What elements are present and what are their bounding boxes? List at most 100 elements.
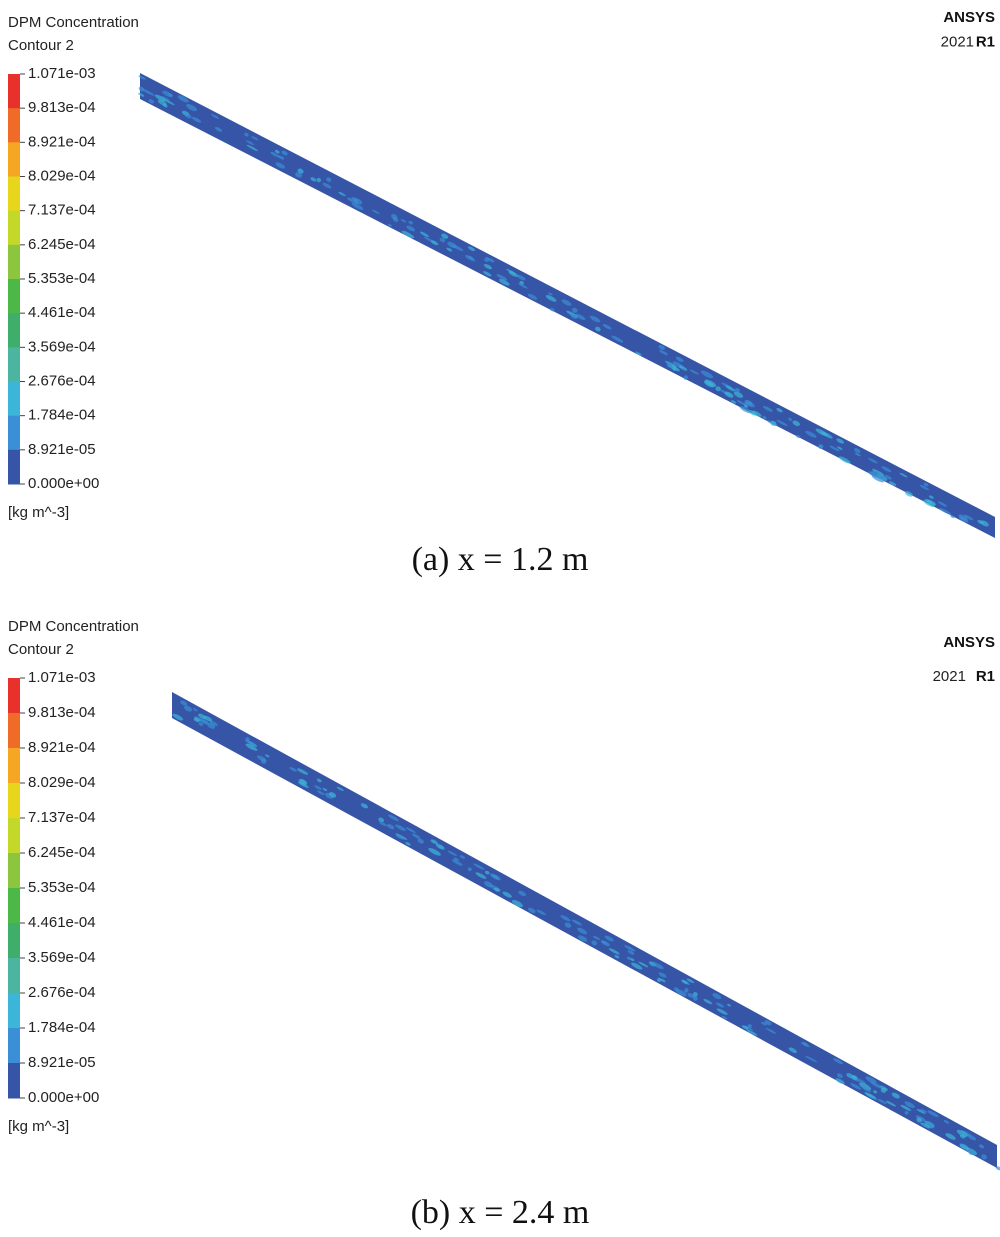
contour-speckle <box>652 962 664 970</box>
legend-swatch <box>8 176 20 212</box>
contour-speckle <box>751 410 762 417</box>
legend-swatch <box>8 748 20 784</box>
contour-speckle <box>937 501 947 507</box>
contour-speckle <box>453 857 459 862</box>
contour-speckle <box>198 713 207 720</box>
contour-speckle <box>978 1144 985 1149</box>
contour-speckle <box>878 474 884 479</box>
contour-speckle <box>703 998 713 1005</box>
contour-speckle <box>836 438 845 444</box>
contour-speckle <box>666 362 673 368</box>
contour-speckle <box>675 356 684 363</box>
contour-speckle <box>518 890 526 897</box>
contour-speckle <box>326 177 332 182</box>
contour-speckle <box>712 993 722 1000</box>
contour-speckle <box>186 104 198 112</box>
contour-speckle <box>138 75 146 80</box>
contour-speckle <box>260 758 267 764</box>
legend-swatch <box>8 783 20 819</box>
contour-speckle <box>475 872 487 879</box>
contour-speckle <box>490 873 501 881</box>
contour-speckle <box>295 172 303 178</box>
legend-label: 7.137e-04 <box>28 202 96 219</box>
contour-speckle <box>465 255 476 262</box>
contour-speckle <box>602 324 612 330</box>
contour-speckle <box>592 935 601 941</box>
contour-speckle <box>298 778 308 786</box>
contour-speckle <box>681 980 688 985</box>
contour-speckle <box>447 241 457 249</box>
contour-speckle <box>274 149 280 154</box>
contour-speckle <box>430 240 439 246</box>
contour-speckle <box>199 718 209 724</box>
contour-speckle <box>484 256 490 262</box>
contour-speckle <box>923 482 929 487</box>
contour-speckle <box>180 700 188 706</box>
contour-speckle <box>148 99 155 104</box>
contour-speckle <box>861 1086 871 1093</box>
contour-speckle <box>885 1100 897 1107</box>
contour-speckle <box>656 977 662 982</box>
contour-speckle <box>561 299 572 306</box>
contour-speckle <box>401 230 415 239</box>
contour-speckle <box>275 162 286 169</box>
caption: (a) x = 1.2 m <box>412 541 589 578</box>
logo: ANSYS <box>943 9 995 26</box>
contour-speckle <box>608 948 620 955</box>
contour-speckle <box>246 144 259 152</box>
contour-speckle <box>925 498 937 506</box>
unit-label: [kg m^-3] <box>8 1118 69 1135</box>
contour-speckle <box>177 95 189 103</box>
contour-speckle <box>836 1073 843 1079</box>
contour-speckle <box>854 452 861 457</box>
contour-speckle <box>322 182 332 189</box>
contour-speckle <box>251 136 259 141</box>
caption: (b) x = 2.4 m <box>411 1194 590 1231</box>
legend-swatch <box>8 923 20 959</box>
contour-speckle <box>317 790 325 796</box>
contour-speckle <box>207 722 216 729</box>
contour-speckle <box>927 1110 939 1118</box>
contour-speckle <box>351 202 364 210</box>
contour-speckle <box>796 434 801 439</box>
logo-release: R1 <box>976 34 995 51</box>
contour-speckle <box>678 365 688 371</box>
contour-speckle <box>591 940 598 946</box>
contour-speckle <box>392 217 399 222</box>
contour-speckle <box>624 945 636 952</box>
legend-swatch <box>8 415 20 451</box>
contour-speckle <box>658 972 667 978</box>
contour-speckle <box>322 788 328 792</box>
contour-speckle <box>888 481 897 486</box>
contour-speckle <box>314 785 322 790</box>
contour-speckle <box>499 278 510 286</box>
contour-speckle <box>725 385 736 392</box>
contour-speckle <box>209 720 218 727</box>
contour-speckle <box>638 961 649 968</box>
contour-speckle <box>765 1027 777 1034</box>
legend-label: 3.569e-04 <box>28 338 96 355</box>
contour-speckle <box>904 1101 915 1109</box>
legend-label: 8.921e-05 <box>28 441 96 458</box>
contour-speckle <box>353 198 363 205</box>
contour-speckle <box>405 827 416 833</box>
contour-speckle <box>800 1041 810 1048</box>
contour-speckle <box>899 472 908 478</box>
contour-speckle <box>900 1104 912 1111</box>
logo: ANSYS <box>943 634 995 651</box>
contour-band <box>140 73 995 538</box>
contour-speckle <box>297 781 309 788</box>
contour-speckle <box>659 349 668 356</box>
contour-speckle <box>734 387 740 393</box>
legend-swatch <box>8 279 20 314</box>
contour-speckle <box>527 907 536 914</box>
contour-speckle <box>833 1058 844 1065</box>
contour-speckle <box>193 708 198 712</box>
contour-speckle <box>411 833 421 839</box>
contour-speckle <box>928 495 934 499</box>
contour-speckle <box>378 821 387 827</box>
contour-speckle <box>297 768 309 775</box>
contour-speckle <box>564 922 572 928</box>
contour-speckle <box>864 1092 877 1099</box>
contour-speckle <box>635 351 642 356</box>
